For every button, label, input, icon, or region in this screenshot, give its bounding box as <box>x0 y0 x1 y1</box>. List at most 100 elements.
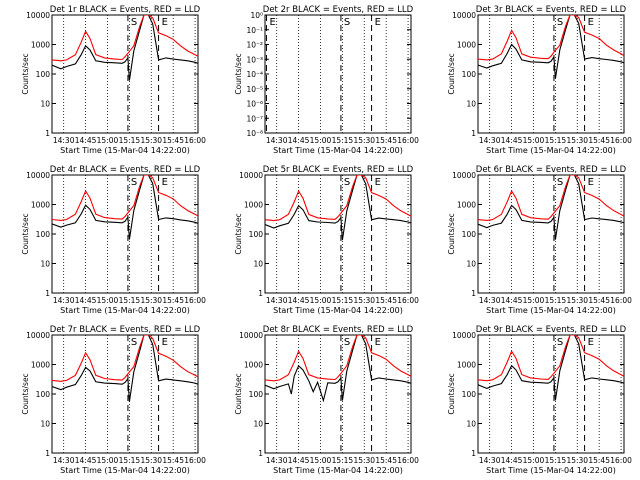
series-lld <box>478 175 624 221</box>
marker-label-s: S <box>344 17 350 28</box>
y-tick-label: 10 <box>40 260 50 269</box>
x-tick-label: 14:45 <box>75 136 97 145</box>
x-tick-label: 15:30 <box>353 136 375 145</box>
marker-label-e: E <box>588 337 594 348</box>
x-axis-label: Start Time (15-Mar-04 14:22:00) <box>273 466 403 475</box>
x-tick-label: 15:30 <box>140 296 162 305</box>
y-axis-label: Counts/sec <box>447 373 456 414</box>
x-tick-label: 16:00 <box>397 136 419 145</box>
x-tick-label: 15:45 <box>375 296 397 305</box>
y-tick-label: 10000 <box>452 171 476 180</box>
x-tick-label: 15:30 <box>353 456 375 465</box>
y-tick-label: 10⁻⁷ <box>246 114 263 123</box>
series-lld <box>478 335 624 382</box>
x-tick-label: 15:45 <box>588 136 610 145</box>
x-tick-label: 16:00 <box>184 456 206 465</box>
x-tick-label: 15:30 <box>566 456 588 465</box>
x-axis-label: Start Time (15-Mar-04 14:22:00) <box>486 146 616 155</box>
series-lld <box>265 175 411 222</box>
y-tick-label: 100 <box>36 230 51 239</box>
y-axis-label: Counts/sec <box>447 213 456 254</box>
panel-det-3: 14:30 14:45 15:00 15:15 15:30 15:45 16:00 1 10 10… <box>447 5 632 155</box>
marker-label-e: E <box>162 17 168 28</box>
marker-label-s: S <box>344 177 350 188</box>
x-tick-label: 15:45 <box>162 296 184 305</box>
marker-label-e: E <box>269 17 275 28</box>
y-axis-label: Counts/sec <box>21 373 30 414</box>
x-tick-label: 15:00 <box>523 456 545 465</box>
series-events <box>265 175 411 241</box>
x-tick-label: 16:00 <box>184 296 206 305</box>
x-tick-label: 15:00 <box>97 456 119 465</box>
y-axis-label: Counts/sec <box>234 53 243 94</box>
x-axis-label: Start Time (15-Mar-04 14:22:00) <box>60 146 190 155</box>
y-axis-label: Counts/sec <box>21 53 30 94</box>
y-tick-label: 10⁻⁴ <box>246 70 263 79</box>
series-lld <box>52 335 198 382</box>
x-tick-label: 15:00 <box>310 136 332 145</box>
marker-label-s: S <box>131 177 137 188</box>
x-tick-label: 15:15 <box>119 296 141 305</box>
x-tick-label: 15:00 <box>97 136 119 145</box>
x-tick-label: 15:30 <box>566 296 588 305</box>
y-tick-label: 1000 <box>457 201 476 210</box>
series-events <box>478 15 624 79</box>
x-tick-label: 16:00 <box>610 136 632 145</box>
panel-det-5: 14:30 14:45 15:00 15:15 15:30 15:45 16:00 1 10 10… <box>234 165 419 315</box>
x-tick-label: 15:00 <box>310 456 332 465</box>
x-axis-label: Start Time (15-Mar-04 14:22:00) <box>486 306 616 315</box>
y-tick-label: 10 <box>466 100 476 109</box>
x-axis-label: Start Time (15-Mar-04 14:22:00) <box>60 306 190 315</box>
y-tick-label: 1 <box>45 289 50 298</box>
y-tick-label: 1000 <box>457 361 476 370</box>
x-axis-label: Start Time (15-Mar-04 14:22:00) <box>273 146 403 155</box>
y-tick-label: 100 <box>462 70 477 79</box>
x-tick-label: 15:15 <box>332 456 354 465</box>
x-tick-label: 14:30 <box>53 136 75 145</box>
x-tick-label: 15:00 <box>523 296 545 305</box>
y-tick-label: 1 <box>471 449 476 458</box>
x-tick-label: 14:45 <box>75 296 97 305</box>
y-tick-label: 10000 <box>239 331 263 340</box>
x-tick-label: 14:45 <box>501 296 523 305</box>
x-tick-label: 14:30 <box>53 296 75 305</box>
x-tick-label: 14:45 <box>501 456 523 465</box>
x-tick-label: 14:30 <box>266 136 288 145</box>
x-tick-label: 15:15 <box>545 136 567 145</box>
y-axis-label: Counts/sec <box>234 213 243 254</box>
marker-label-e: E <box>588 17 594 28</box>
x-axis-label: Start Time (15-Mar-04 14:22:00) <box>273 306 403 315</box>
x-tick-label: 14:45 <box>75 456 97 465</box>
series-lld <box>52 175 198 221</box>
panel-det-8: 14:30 14:45 15:00 15:15 15:30 15:45 16:00 1 10 10… <box>234 325 419 475</box>
y-axis-label: Counts/sec <box>234 373 243 414</box>
y-tick-label: 10⁻⁶ <box>246 100 263 109</box>
chart-title: Det 2r BLACK = Events, RED = LLD <box>263 5 414 15</box>
marker-label-s: S <box>557 17 563 28</box>
x-tick-label: 15:30 <box>140 136 162 145</box>
panel-det-9: 14:30 14:45 15:00 15:15 15:30 15:45 16:00 1 10 10… <box>447 325 632 475</box>
x-tick-label: 15:30 <box>353 296 375 305</box>
x-tick-label: 15:15 <box>332 296 354 305</box>
x-tick-label: 16:00 <box>397 456 419 465</box>
y-axis-label: Counts/sec <box>21 213 30 254</box>
y-tick-label: 100 <box>462 390 477 399</box>
y-tick-label: 10 <box>253 260 263 269</box>
panel-det-7: 14:30 14:45 15:00 15:15 15:30 15:45 16:00 1 10 10… <box>21 325 206 475</box>
x-tick-label: 14:30 <box>479 456 501 465</box>
x-tick-label: 14:30 <box>53 456 75 465</box>
series-events <box>265 335 411 403</box>
x-axis-label: Start Time (15-Mar-04 14:22:00) <box>486 466 616 475</box>
x-tick-label: 15:15 <box>545 296 567 305</box>
chart-title: Det 1r BLACK = Events, RED = LLD <box>50 5 201 15</box>
series-events <box>52 175 198 240</box>
x-tick-label: 15:00 <box>97 296 119 305</box>
y-tick-label: 100 <box>249 230 264 239</box>
series-lld <box>52 15 198 62</box>
y-tick-label: 1000 <box>244 361 263 370</box>
y-tick-label: 100 <box>249 390 264 399</box>
y-tick-label: 10⁻² <box>246 41 263 50</box>
marker-label-e: E <box>375 337 381 348</box>
marker-label-e: E <box>375 177 381 188</box>
y-tick-label: 10 <box>466 260 476 269</box>
